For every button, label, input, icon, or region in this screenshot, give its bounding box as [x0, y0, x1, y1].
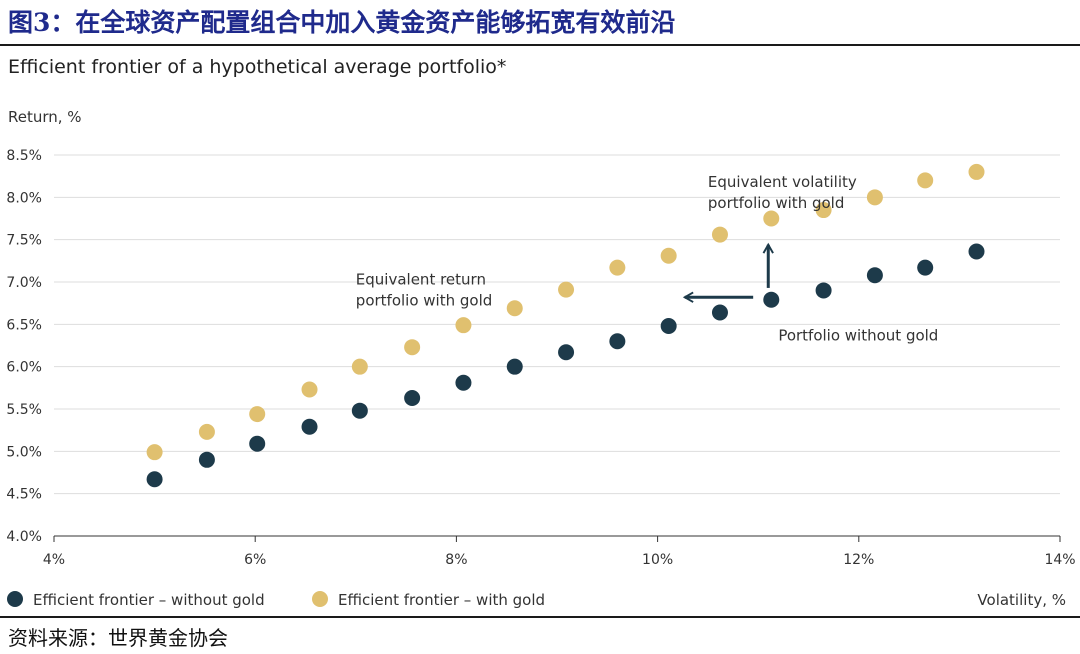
x-tick-label: 6% [244, 552, 266, 568]
point-with-gold [455, 317, 472, 334]
y-tick-label: 7.5% [6, 233, 42, 249]
y-tick-label: 6.5% [6, 317, 42, 333]
y-tick-label: 4.0% [6, 529, 42, 545]
point-without-gold [660, 318, 677, 335]
x-tick-label: 8% [445, 552, 467, 568]
point-without-gold [455, 374, 472, 391]
y-tick-label: 5.0% [6, 444, 42, 460]
y-tick-label: 6.0% [6, 360, 42, 376]
legend-marker [312, 591, 328, 607]
point-without-gold [146, 471, 163, 488]
y-tick-label: 5.5% [6, 402, 42, 418]
point-with-gold [558, 281, 575, 298]
legend-label: Efficient frontier – with gold [338, 591, 545, 609]
point-without-gold [711, 304, 728, 321]
point-without-gold [866, 267, 883, 284]
point-without-gold [249, 435, 266, 452]
x-axis-label: Volatility, % [977, 591, 1066, 609]
point-with-gold [609, 259, 626, 276]
point-with-gold [351, 358, 368, 375]
point-without-gold [198, 451, 215, 468]
legend-label: Efficient frontier – without gold [33, 591, 265, 609]
point-without-gold [968, 243, 985, 260]
y-tick-label: 8.5% [6, 148, 42, 164]
bottom-rule [0, 616, 1080, 618]
point-with-gold [763, 210, 780, 227]
point-with-gold [660, 247, 677, 264]
chart-title: Efficient frontier of a hypothetical ave… [8, 56, 507, 78]
point-without-gold [609, 333, 626, 350]
annotation-label: Equivalent return [356, 271, 486, 289]
point-with-gold [146, 444, 163, 461]
x-tick-label: 14% [1044, 552, 1075, 568]
point-with-gold [506, 300, 523, 317]
point-with-gold [866, 189, 883, 206]
point-with-gold [249, 406, 266, 423]
point-with-gold [198, 423, 215, 440]
point-with-gold [815, 202, 832, 219]
point-with-gold [968, 163, 985, 180]
source-note: 资料来源：世界黄金协会 [8, 626, 228, 650]
point-with-gold [404, 339, 421, 356]
y-tick-label: 7.0% [6, 275, 42, 291]
y-tick-label: 8.0% [6, 190, 42, 206]
annotation-label: portfolio with gold [708, 194, 844, 212]
annotation-label: Portfolio without gold [778, 326, 938, 344]
point-without-gold [404, 389, 421, 406]
point-without-gold [506, 358, 523, 375]
y-axis-label: Return, % [8, 108, 82, 126]
x-tick-label: 10% [642, 552, 673, 568]
x-tick-label: 4% [43, 552, 65, 568]
y-tick-label: 4.5% [6, 487, 42, 503]
x-tick-label: 12% [843, 552, 874, 568]
point-without-gold [301, 418, 318, 435]
point-without-gold [763, 291, 780, 308]
point-with-gold [301, 381, 318, 398]
legend-marker [7, 591, 23, 607]
title-rule [0, 44, 1080, 46]
point-without-gold [815, 282, 832, 299]
point-without-gold [351, 402, 368, 419]
point-with-gold [917, 172, 934, 189]
figure-title: 图3：在全球资产配置组合中加入黄金资产能够拓宽有效前沿 [8, 8, 676, 37]
point-with-gold [711, 226, 728, 243]
annotation-label: Equivalent volatility [708, 173, 857, 191]
annotation-label: portfolio with gold [356, 292, 492, 310]
point-without-gold [558, 344, 575, 361]
point-without-gold [917, 259, 934, 276]
